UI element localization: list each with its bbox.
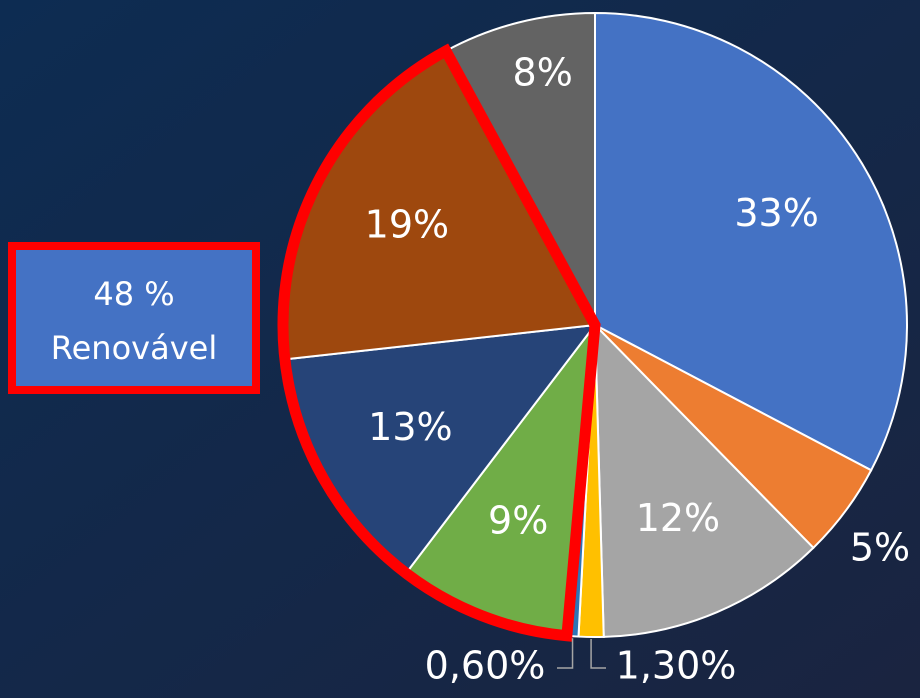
- annotation-box: [8, 242, 260, 394]
- data-label: 8%: [513, 51, 573, 95]
- highlight-outline: [277, 43, 601, 642]
- data-label: 12%: [636, 496, 720, 540]
- pie-slice: [593, 322, 815, 638]
- annotation-line: 48 %: [93, 275, 174, 313]
- data-label: 0,60%: [425, 644, 546, 688]
- annotation-line: Renovável: [51, 329, 217, 367]
- pie-slice: [594, 11, 908, 472]
- data-label: 19%: [365, 202, 449, 246]
- data-label: 9%: [488, 498, 548, 542]
- leader-line: [590, 638, 606, 669]
- leader-line: [557, 638, 574, 669]
- data-label: 1,30%: [616, 644, 737, 688]
- data-label: 5%: [850, 526, 910, 570]
- data-label: 13%: [368, 405, 452, 449]
- data-label: 33%: [734, 191, 818, 235]
